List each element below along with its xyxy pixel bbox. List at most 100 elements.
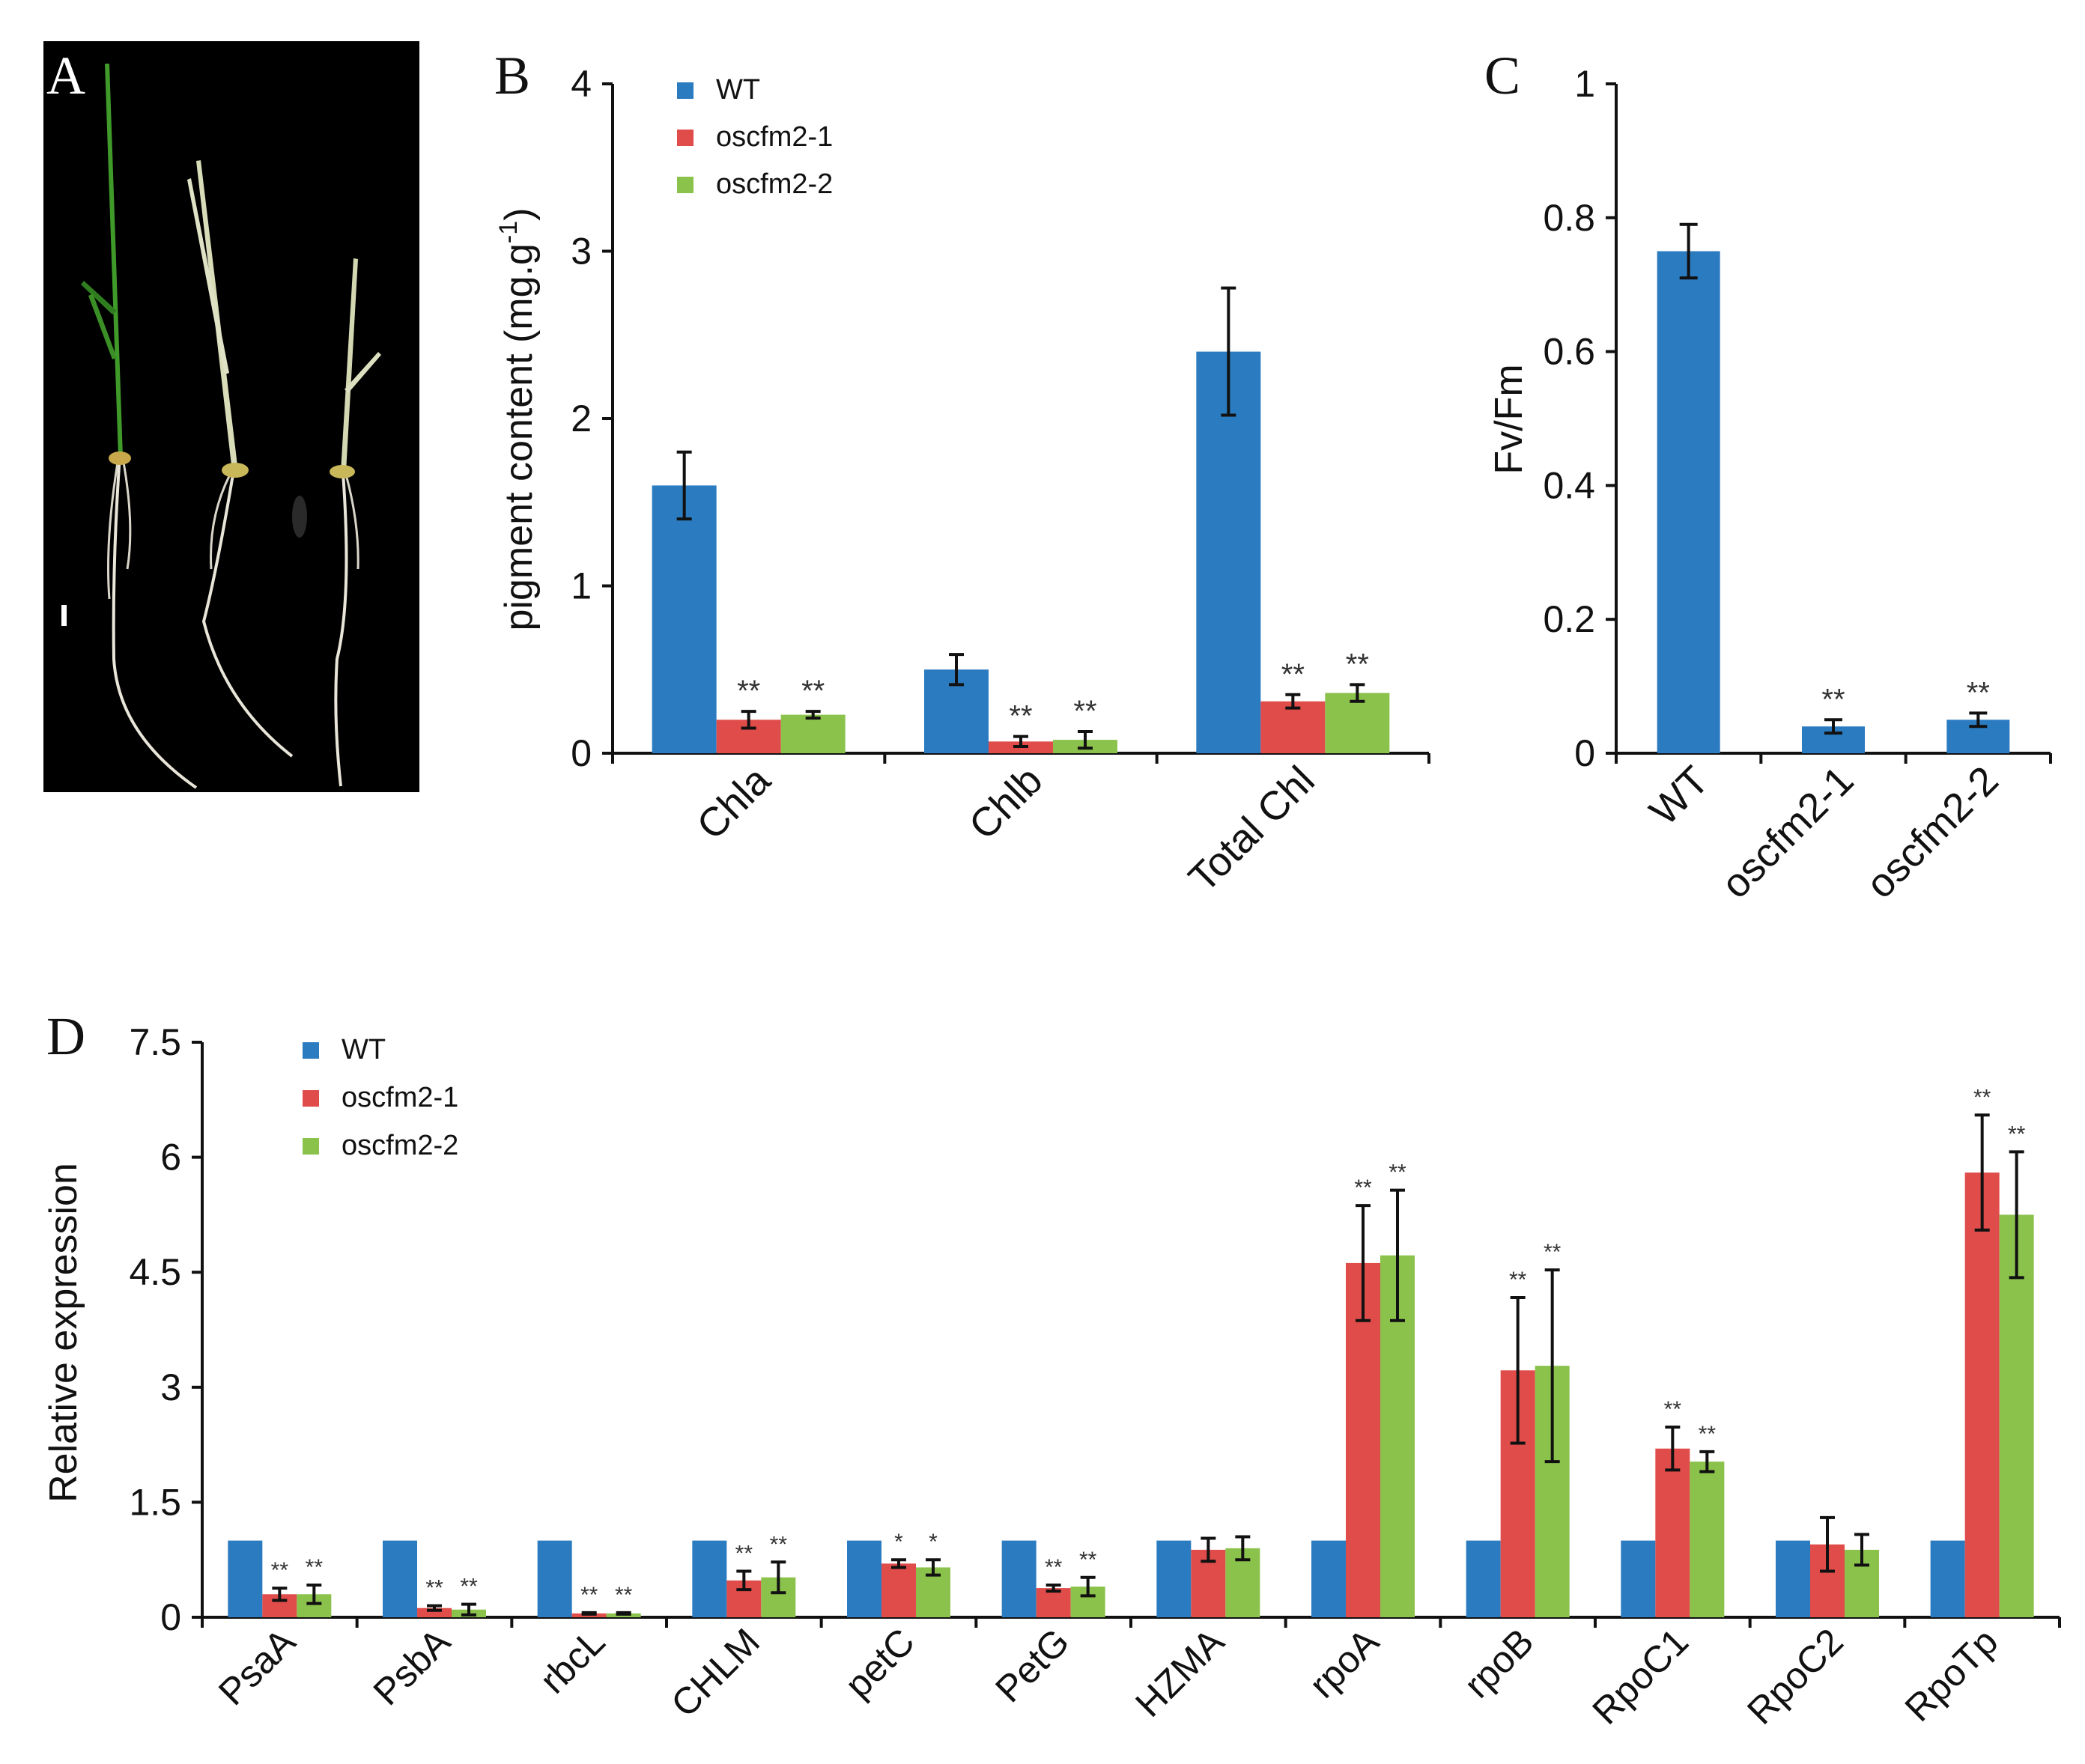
panel-a-label: A (46, 46, 85, 106)
chart-d-bar-WT (1001, 1540, 1037, 1617)
chart-d-bar-oscfm2-1 (1036, 1588, 1071, 1617)
chart-c-y-tick-label: 0 (1574, 732, 1595, 774)
chart-d-significance-mark: ** (615, 1583, 633, 1608)
chart-d-y-tick-label: 1.5 (129, 1481, 181, 1523)
chart-d-significance-mark: ** (735, 1542, 753, 1566)
chart-d-bar-WT (1776, 1540, 1810, 1617)
chart-d-y-tick-label: 4.5 (129, 1251, 181, 1293)
chart-d-significance-mark: ** (1544, 1240, 1562, 1265)
chart-b-significance-mark: ** (1281, 658, 1305, 691)
chart-b-significance-mark: ** (801, 675, 825, 708)
chart-b-y-tick-label: 0 (571, 732, 592, 774)
chart-c-significance-mark: ** (1967, 676, 1990, 709)
chart-d-y-tick-label: 7.5 (129, 1021, 181, 1063)
chart-b-y-tick-label: 1 (571, 565, 592, 607)
chart-b-y-axis-title: pigment content (mg.g-1) (494, 208, 541, 631)
chart-b-significance-mark: ** (1346, 648, 1369, 681)
chart-d-significance-mark: ** (1664, 1397, 1682, 1422)
chart-d-significance-mark: ** (1699, 1422, 1717, 1447)
chart-c-y-axis-title: Fv/Fm (1487, 364, 1531, 474)
chart-d-legend-swatch-oscfm2-2 (303, 1138, 319, 1155)
chart-d-category-label: CHLM (663, 1620, 768, 1725)
panel-d-label: D (46, 1006, 85, 1066)
chart-d-significance-mark: ** (770, 1532, 788, 1557)
chart-c-category-label: oscfm2-2 (1857, 758, 2006, 907)
chart-b-category-label: Chlb (961, 758, 1051, 848)
chart-d-category-label: petC (837, 1620, 922, 1706)
chart-b-legend-label: oscfm2-2 (716, 168, 833, 200)
chart-d-significance-mark: * (929, 1530, 938, 1554)
photo-shadow (292, 496, 307, 538)
chart-b-pigment-content: 0 1 2 3 4 ** ** ** ** ** ** Chla Chlb Total Chl WT oscf… (494, 63, 1430, 901)
chart-d-category-label: PetG (987, 1620, 1077, 1710)
chart-b-y-tick-label: 2 (571, 398, 592, 440)
chart-d-relative-expression: 01.534.567.5**** **** *************** **** *… (42, 1021, 2061, 1733)
chart-d-significance-mark: ** (1509, 1268, 1527, 1292)
chart-d-significance-mark: ** (1389, 1161, 1406, 1185)
chart-b-y-tick-label: 3 (571, 231, 592, 273)
chart-d-category-label: RpoC1 (1584, 1620, 1696, 1733)
chart-c-category-label: oscfm2-1 (1713, 758, 1862, 907)
chart-d-category-label: RpoTp (1897, 1620, 2006, 1730)
chart-b-bar-WT (1196, 351, 1261, 754)
seedling-oscfm2-2 (330, 258, 381, 787)
chart-d-y-tick-label: 0 (160, 1596, 181, 1638)
chart-d-bar-oscfm2-1 (1346, 1262, 1380, 1617)
chart-c-bar (1657, 251, 1720, 753)
chart-d-bar-WT (1621, 1540, 1656, 1617)
chart-d-legend-label: oscfm2-2 (342, 1130, 458, 1161)
chart-d-bar-WT (383, 1540, 417, 1617)
chart-d-y-tick-label: 3 (160, 1366, 181, 1408)
chart-d-bar-WT (537, 1540, 572, 1617)
chart-d-significance-mark: ** (1354, 1176, 1372, 1200)
chart-d-significance-mark: ** (1045, 1555, 1063, 1580)
chart-c-significance-mark: ** (1821, 683, 1845, 716)
chart-d-significance-mark: ** (1973, 1085, 1991, 1110)
chart-d-bar-WT (692, 1540, 727, 1617)
panel-c-label: C (1484, 46, 1520, 106)
chart-b-legend-swatch-oscfm2-1 (677, 130, 694, 146)
chart-d-bar-WT (1930, 1540, 1965, 1617)
chart-b-legend-label: oscfm2-1 (716, 121, 833, 153)
chart-d-significance-mark: ** (271, 1558, 289, 1583)
chart-b-bar-oscfm2-1 (1260, 701, 1326, 753)
chart-b-bar-oscfm2-2 (780, 714, 846, 753)
seedling-oscfm2-1 (187, 160, 294, 758)
chart-c-y-tick-label: 0.8 (1543, 197, 1595, 239)
chart-d-significance-mark: ** (2008, 1122, 2026, 1146)
chart-d-significance-mark: ** (306, 1555, 324, 1580)
chart-d-significance-mark: ** (460, 1575, 478, 1599)
chart-d-legend-swatch-oscfm2-1 (303, 1090, 319, 1107)
chart-d-category-label: rpoA (1301, 1620, 1387, 1706)
chart-c-y-tick-label: 0.2 (1543, 598, 1595, 640)
chart-b-significance-mark: ** (737, 675, 760, 708)
chart-b-legend-label: WT (716, 74, 760, 106)
chart-d-legend-label: WT (342, 1034, 386, 1065)
chart-d-category-label: PsaA (210, 1620, 304, 1714)
chart-d-significance-mark: ** (425, 1576, 443, 1601)
chart-d-significance-mark: ** (580, 1583, 598, 1608)
chart-b-bar-oscfm2-2 (1325, 693, 1390, 753)
chart-d-legend-swatch-WT (303, 1042, 319, 1059)
chart-b-category-label: Chla (688, 757, 780, 848)
chart-b-y-axis-title-close: ) (497, 208, 541, 221)
chart-b-y-axis-title-main: pigment content (mg.g (497, 243, 541, 630)
chart-d-significance-mark: ** (1079, 1548, 1097, 1572)
chart-b-legend-swatch-oscfm2-2 (677, 177, 694, 193)
chart-d-bar-oscfm2-2 (1999, 1214, 2034, 1617)
chart-d-bar-oscfm2-1 (1964, 1173, 2000, 1617)
chart-b-bar-WT (652, 485, 717, 753)
chart-b-significance-mark: ** (1073, 695, 1096, 728)
seedling-wt (81, 64, 198, 789)
chart-d-bar-oscfm2-1 (417, 1608, 452, 1617)
chart-c-category-label: WT (1641, 758, 1717, 834)
chart-c-y-tick-label: 1 (1574, 63, 1595, 105)
chart-d-category-label: RpoC2 (1739, 1620, 1851, 1733)
chart-d-bar-WT (1466, 1540, 1501, 1617)
chart-d-bar-oscfm2-1 (881, 1563, 916, 1617)
chart-d-category-label: HZMA (1127, 1620, 1232, 1725)
chart-d-category-label: rpoB (1456, 1620, 1541, 1706)
scale-bar (61, 605, 67, 626)
